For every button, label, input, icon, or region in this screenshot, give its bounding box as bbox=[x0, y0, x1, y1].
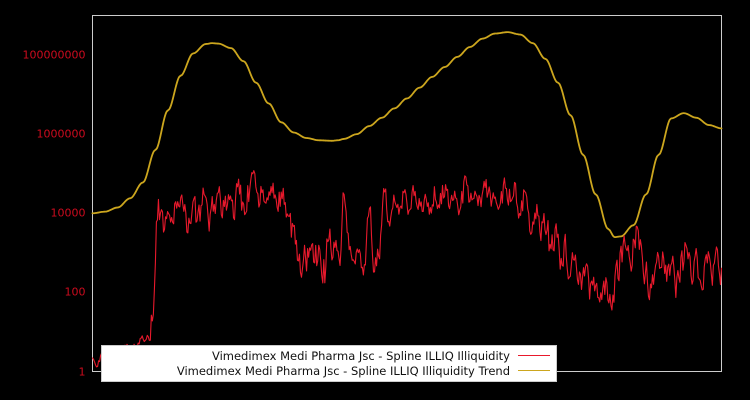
y-axis-tick-label: 10000 bbox=[50, 206, 86, 220]
y-axis-tick-label: 100 bbox=[64, 285, 86, 299]
y-axis-tick-label: 1000000 bbox=[36, 127, 86, 141]
chart-legend: Vimedimex Medi Pharma Jsc - Spline ILLIQ… bbox=[101, 345, 557, 382]
legend-label-illiquidity: Vimedimex Medi Pharma Jsc - Spline ILLIQ… bbox=[211, 348, 510, 363]
y-axis-tick-label: 100000000 bbox=[22, 48, 86, 62]
series-line-illiquidity-trend bbox=[91, 31, 723, 239]
legend-line-swatch-illiquidity bbox=[518, 355, 550, 356]
axes-frame bbox=[92, 15, 722, 372]
legend-entry-illiquidity-trend: Vimedimex Medi Pharma Jsc - Spline ILLIQ… bbox=[108, 363, 550, 378]
y-axis-tick-label: 1 bbox=[78, 365, 86, 378]
legend-line-swatch-illiquidity-trend bbox=[518, 370, 550, 371]
series-line-illiquidity bbox=[91, 170, 723, 368]
legend-label-illiquidity-trend: Vimedimex Medi Pharma Jsc - Spline ILLIQ… bbox=[176, 363, 510, 378]
legend-entry-illiquidity: Vimedimex Medi Pharma Jsc - Spline ILLIQ… bbox=[108, 348, 550, 363]
